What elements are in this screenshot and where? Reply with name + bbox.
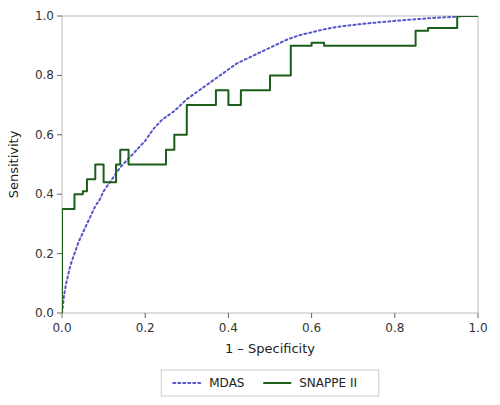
series-line <box>62 16 478 313</box>
series-line <box>62 16 478 313</box>
x-tick-label: 0.6 <box>302 321 321 335</box>
y-tick-label: 0.4 <box>35 187 54 201</box>
y-tick-label: 0.2 <box>35 247 54 261</box>
legend-swatch <box>263 382 291 384</box>
legend: MDAS SNAPPE II <box>161 370 379 396</box>
x-axis-label: 1 – Specificity <box>225 341 315 356</box>
legend-box <box>161 370 379 396</box>
legend-label: MDAS <box>209 376 244 390</box>
x-tick-label: 1.0 <box>468 321 487 335</box>
y-tick-label: 0.6 <box>35 128 54 142</box>
x-tick <box>394 313 395 318</box>
y-tick <box>57 134 62 135</box>
chart: 0.0 0.2 0.4 0.6 0.8 1.0 0.0 0.2 0.4 0.6 0.8 1.0 1 – … <box>0 0 500 405</box>
y-tick <box>57 253 62 254</box>
legend-label: SNAPPE II <box>299 376 357 390</box>
y-tick-label: 1.0 <box>35 9 54 23</box>
x-tick <box>478 313 479 318</box>
x-tick-label: 0.2 <box>136 321 155 335</box>
x-tick <box>228 313 229 318</box>
x-tick-label: 0.4 <box>219 321 238 335</box>
y-tick <box>57 313 62 314</box>
y-tick <box>57 75 62 76</box>
x-tick <box>311 313 312 318</box>
x-tick-label: 0.8 <box>385 321 404 335</box>
y-axis-label: Sensitivity <box>6 130 21 198</box>
legend-swatch <box>173 382 201 384</box>
plot-frame <box>62 16 478 313</box>
y-tick <box>57 194 62 195</box>
plot-area <box>62 16 478 313</box>
x-tick <box>145 313 146 318</box>
y-tick-label: 0.8 <box>35 68 54 82</box>
x-tick-label: 0.0 <box>52 321 71 335</box>
x-tick <box>62 313 63 318</box>
y-tick-label: 0.0 <box>35 306 54 320</box>
y-tick <box>57 16 62 17</box>
